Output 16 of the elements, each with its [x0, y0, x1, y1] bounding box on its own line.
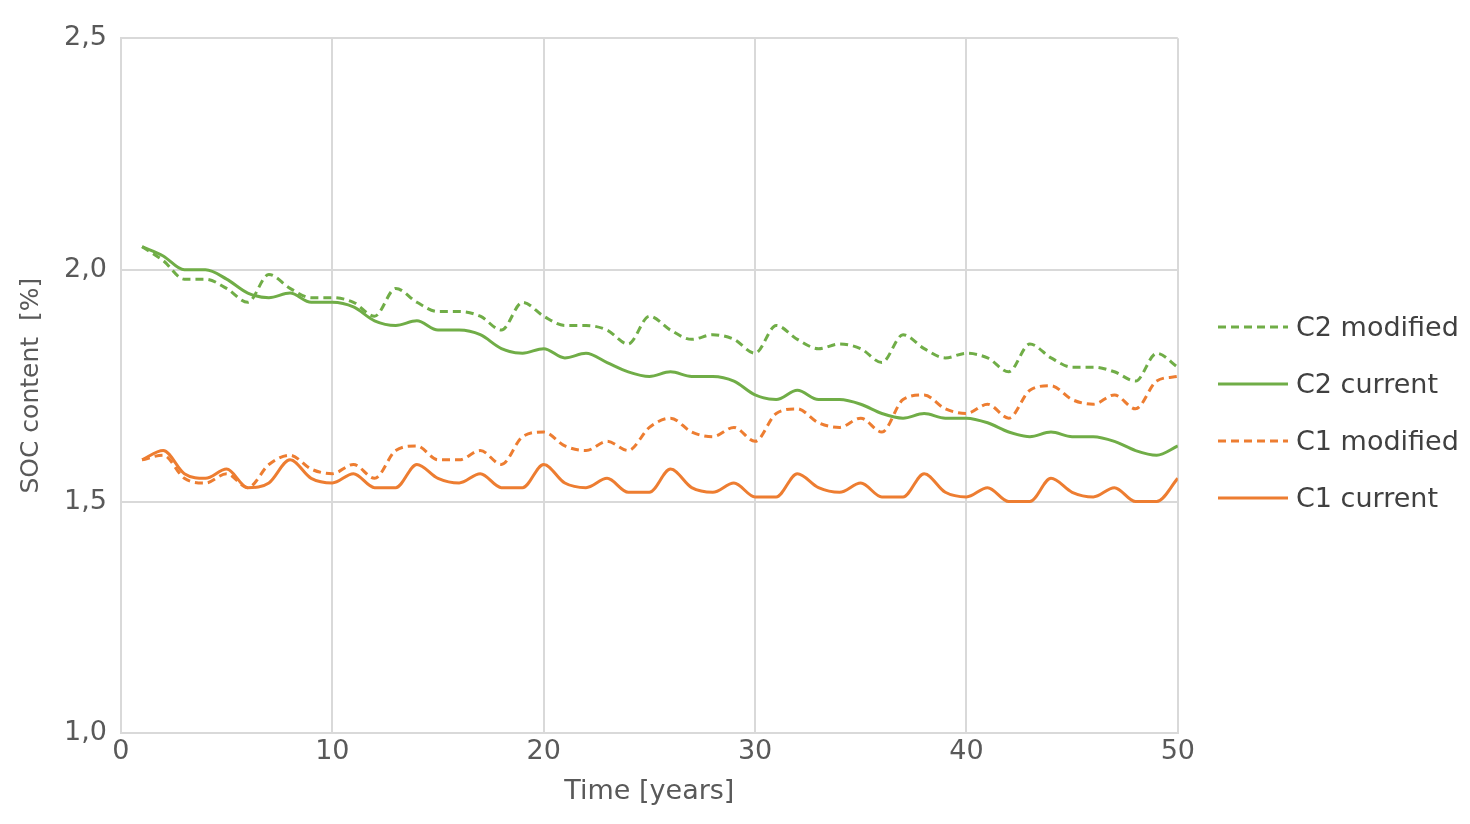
- x-tick-label: 40: [949, 734, 984, 766]
- y-axis-title: SOC content [%]: [14, 277, 44, 494]
- y-tick-label: 1,5: [63, 483, 107, 515]
- legend-label: C2 current: [1296, 368, 1439, 399]
- y-tick-label: 1,0: [63, 715, 107, 747]
- y-tick-label: 2,5: [63, 20, 107, 52]
- legend-label: C2 modified: [1296, 311, 1459, 342]
- legend-label: C1 current: [1296, 482, 1439, 513]
- x-tick-label: 20: [526, 734, 561, 766]
- x-tick-label: 0: [112, 734, 130, 766]
- x-tick-label: 30: [737, 734, 773, 766]
- x-tick-label: 10: [315, 734, 350, 766]
- legend-label: C1 modified: [1296, 425, 1459, 456]
- x-axis-title: Time [years]: [563, 773, 735, 805]
- x-tick-label: 50: [1160, 734, 1195, 766]
- y-tick-label: 2,0: [63, 251, 107, 283]
